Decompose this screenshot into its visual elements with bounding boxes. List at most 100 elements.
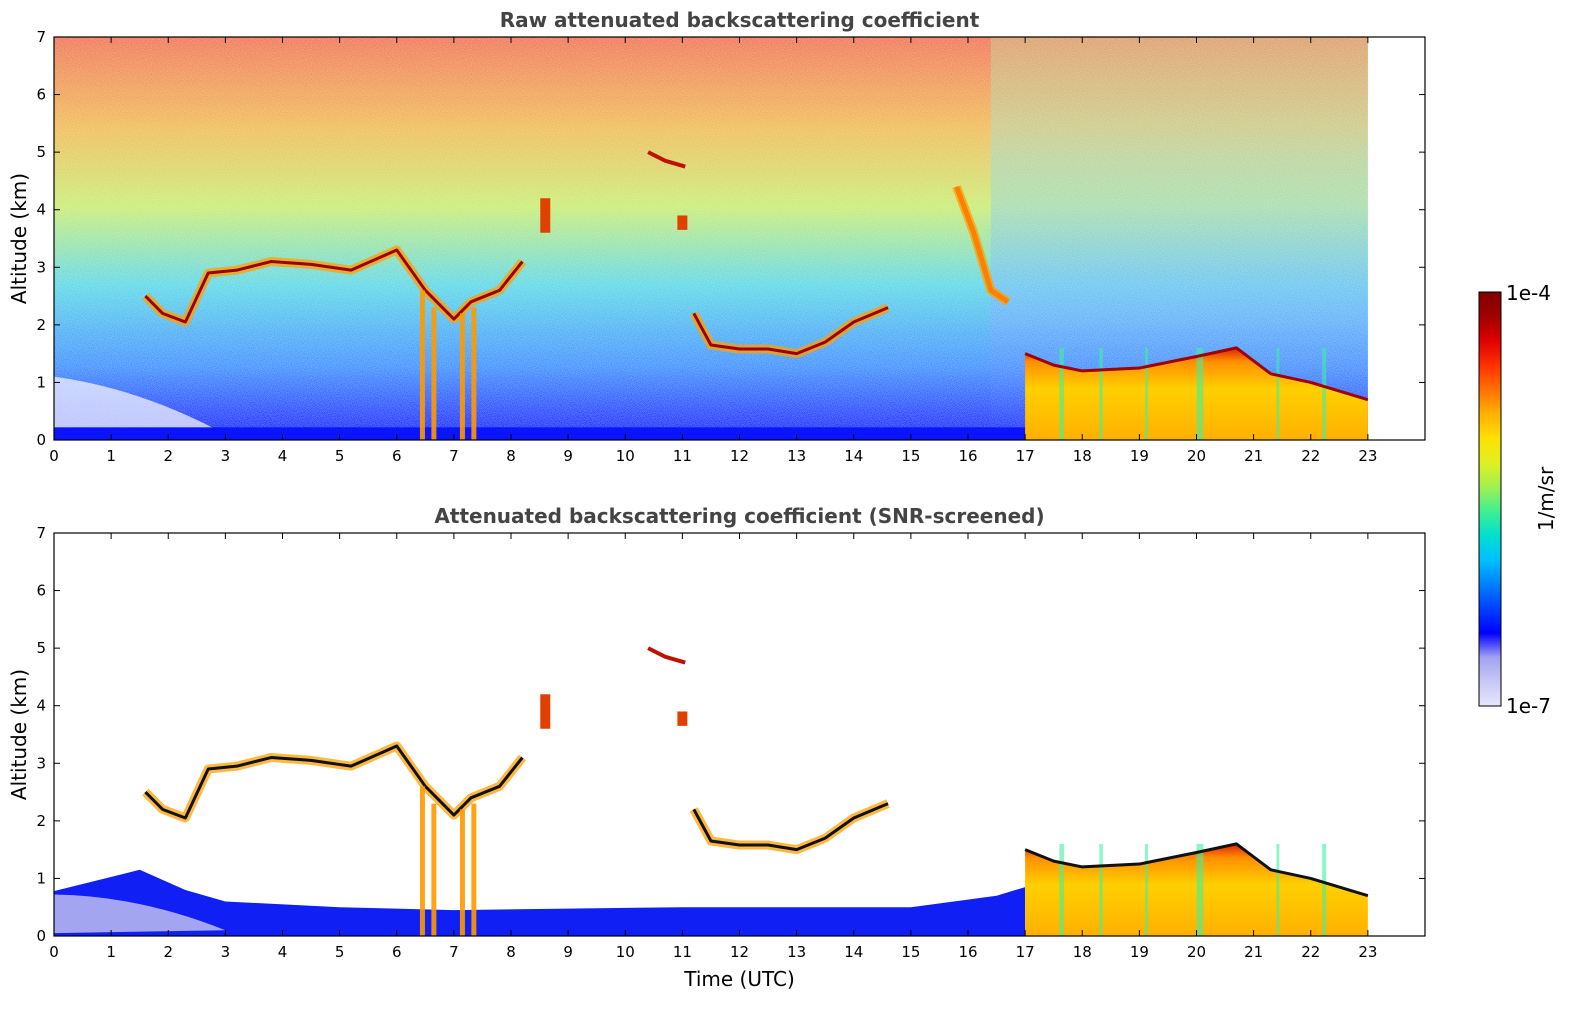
x-tick-label: 7	[449, 943, 459, 961]
x-tick-label: 8	[506, 447, 516, 465]
low-cloud-streak	[1059, 347, 1064, 440]
x-axis-label: Time (UTC)	[683, 967, 795, 991]
x-tick-label: 14	[844, 447, 863, 465]
x-tick-label: 3	[221, 943, 231, 961]
low-cloud-streak	[1322, 843, 1327, 936]
y-tick-label: 7	[36, 524, 46, 542]
cloud-layer-top	[1024, 842, 1369, 898]
x-tick-label: 20	[1187, 447, 1206, 465]
colorbar-max-label: 1e-4	[1506, 281, 1551, 305]
y-tick-label: 1	[36, 869, 46, 887]
low-cloud-streak	[1145, 843, 1148, 936]
x-tick-label: 17	[1016, 447, 1035, 465]
y-tick-label: 0	[36, 431, 46, 449]
chart-title: Raw attenuated backscattering coefficien…	[500, 8, 980, 32]
y-tick-label: 3	[36, 754, 46, 772]
raw-backscatter-panel: 0 1 2 3 4 5 6 7 8 9 10 11 12 13 14 15 16 17 18 19 20 21 22 2301…	[7, 8, 1426, 465]
x-tick-label: 6	[392, 447, 402, 465]
x-tick-label: 20	[1187, 943, 1206, 961]
y-tick-label: 2	[36, 316, 46, 334]
x-tick-label: 0	[49, 943, 59, 961]
cloud-layer-top	[954, 185, 1010, 304]
x-tick-label: 5	[335, 447, 345, 465]
x-tick-label: 6	[392, 943, 402, 961]
y-tick-label: 1	[36, 373, 46, 391]
x-tick-label: 9	[563, 943, 573, 961]
y-tick-label: 4	[36, 697, 46, 715]
x-tick-label: 3	[221, 447, 231, 465]
x-tick-label: 1	[106, 447, 116, 465]
x-tick-label: 21	[1244, 943, 1263, 961]
x-tick-label: 5	[335, 943, 345, 961]
low-cloud-streak	[1276, 347, 1280, 440]
x-tick-label: 11	[673, 943, 692, 961]
x-tick-label: 2	[163, 447, 173, 465]
x-tick-label: 16	[958, 943, 977, 961]
cloud-layer-top	[692, 306, 889, 356]
boundary-layer-aerosol	[54, 869, 1026, 936]
x-tick-label: 11	[673, 447, 692, 465]
y-tick-label: 6	[36, 582, 46, 600]
y-tick-label: 2	[36, 812, 46, 830]
x-tick-label: 21	[1244, 447, 1263, 465]
x-tick-label: 22	[1301, 943, 1320, 961]
y-axis-label: Altitude (km)	[7, 669, 31, 800]
x-tick-label: 4	[278, 943, 288, 961]
x-tick-label: 14	[844, 943, 863, 961]
x-tick-label: 13	[787, 447, 806, 465]
x-tick-label: 19	[1130, 447, 1149, 465]
colorbar: 1e-4 1e-7 1/m/sr	[1478, 281, 1558, 718]
y-tick-label: 6	[36, 86, 46, 104]
x-tick-label: 15	[901, 447, 920, 465]
low-cloud-streak	[1099, 347, 1103, 440]
x-tick-label: 1	[106, 943, 116, 961]
x-tick-label: 0	[49, 447, 59, 465]
y-tick-label: 0	[36, 927, 46, 945]
x-tick-label: 16	[958, 447, 977, 465]
colorbar-gradient	[1478, 291, 1502, 707]
low-cloud-streak	[1099, 843, 1103, 936]
x-tick-label: 10	[616, 943, 635, 961]
low-cloud-streak	[1322, 347, 1327, 440]
x-tick-label: 4	[278, 447, 288, 465]
x-tick-label: 7	[449, 447, 459, 465]
cloud-layer-top	[144, 248, 524, 324]
y-tick-label: 5	[36, 143, 46, 161]
near-surface-overlap-region	[54, 376, 226, 438]
x-tick-label: 17	[1016, 943, 1035, 961]
low-cloud-streak	[1276, 843, 1280, 936]
x-tick-label: 12	[730, 447, 749, 465]
colorbar-unit-label: 1/m/sr	[1534, 466, 1558, 531]
x-tick-label: 12	[730, 943, 749, 961]
y-axis-label: Altitude (km)	[7, 173, 31, 304]
y-tick-label: 4	[36, 201, 46, 219]
low-cloud-streak	[1145, 347, 1148, 440]
snr-screened-panel: 0 1 2 3 4 5 6 7 8 9 10 11 12 13 14 15 16 17 18 19 20 21 22 2301…	[7, 504, 1426, 991]
chart-title: Attenuated backscattering coefficient (S…	[434, 504, 1044, 528]
backscatter-field	[54, 37, 1369, 440]
x-tick-label: 9	[563, 447, 573, 465]
x-tick-label: 23	[1358, 447, 1377, 465]
surface-layer	[54, 427, 1026, 440]
cloud-patch	[647, 150, 686, 169]
x-tick-label: 23	[1358, 943, 1377, 961]
x-tick-label: 8	[506, 943, 516, 961]
y-tick-label: 3	[36, 258, 46, 276]
x-tick-label: 19	[1130, 943, 1149, 961]
low-cloud-streak	[1059, 843, 1064, 936]
y-tick-label: 5	[36, 639, 46, 657]
cloud-patch	[647, 646, 686, 665]
x-tick-label: 15	[901, 943, 920, 961]
x-tick-label: 18	[1073, 447, 1092, 465]
colorbar-min-label: 1e-7	[1506, 694, 1551, 718]
cloud-layer-top	[144, 744, 524, 820]
low-cloud-streak	[1196, 843, 1204, 936]
x-tick-label: 10	[616, 447, 635, 465]
cloud-layer-top	[692, 802, 889, 852]
near-surface-overlap-region	[54, 894, 226, 934]
low-cloud-streak	[1196, 347, 1204, 440]
x-tick-label: 18	[1073, 943, 1092, 961]
x-tick-label: 2	[163, 943, 173, 961]
x-tick-label: 13	[787, 943, 806, 961]
